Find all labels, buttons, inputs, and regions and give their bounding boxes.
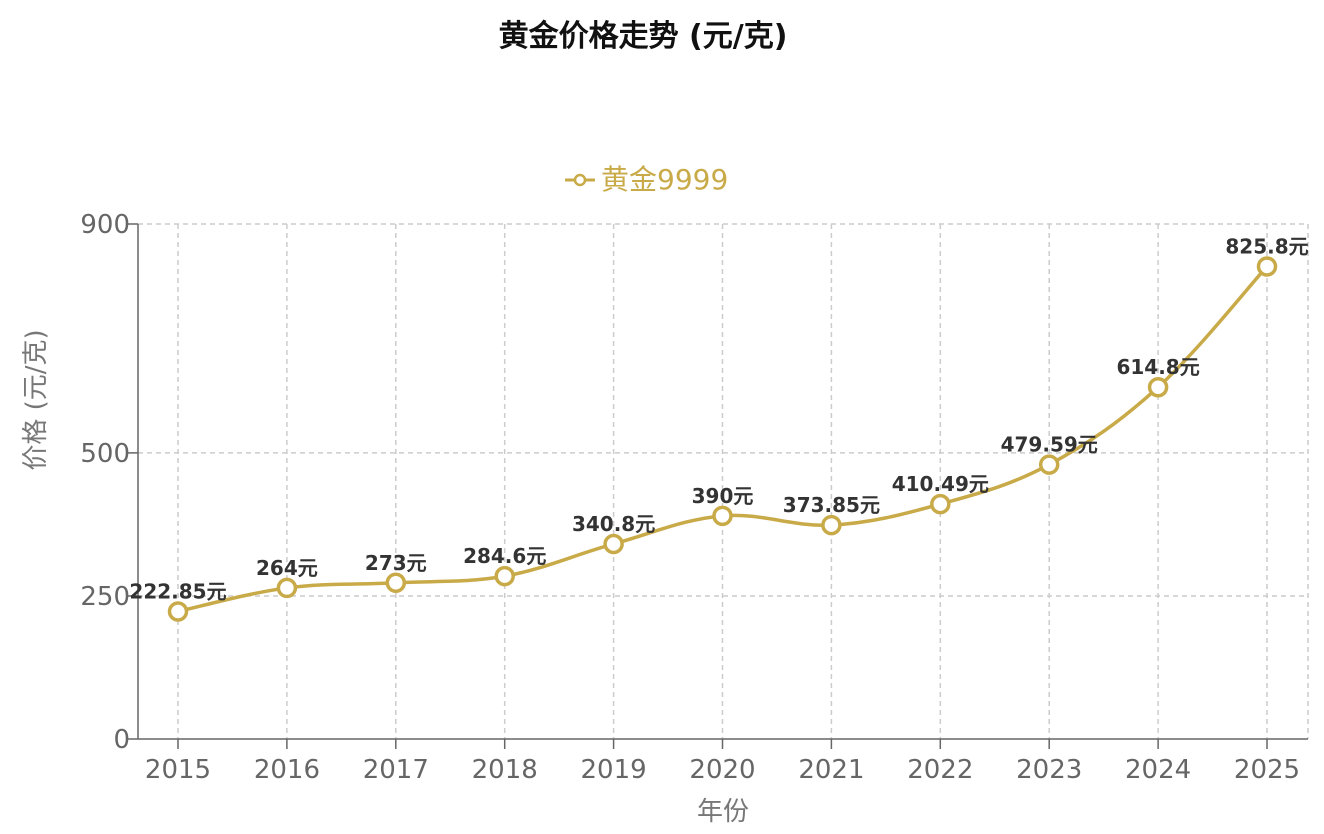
data-label: 222.85元 [129, 579, 226, 603]
data-label: 479.59元 [1001, 433, 1098, 457]
data-point [603, 533, 624, 555]
data-point [167, 601, 189, 622]
data-label: 273元 [365, 551, 427, 575]
data-point [385, 572, 407, 594]
y-tick-label: 0 [113, 725, 130, 755]
data-point [821, 514, 842, 536]
data-label: 390元 [692, 484, 754, 508]
data-label: 284.6元 [463, 544, 546, 568]
x-tick-label: 2019 [581, 755, 647, 785]
grid [138, 223, 1309, 739]
legend-marker-icon [573, 173, 587, 187]
chart-title: 黄金价格走势 (元/克) [499, 19, 788, 54]
series: 222.85元 264元 273元 284.6元 340.8元 390元 373.85元 41… [129, 234, 1309, 622]
x-tick-label: 2015 [145, 755, 211, 785]
data-point [494, 565, 515, 587]
x-tick-label: 2023 [1016, 755, 1082, 785]
x-tick-label: 2016 [254, 755, 320, 785]
x-tick-label: 2021 [798, 755, 864, 785]
data-label: 614.8元 [1116, 355, 1199, 379]
data-point [1038, 454, 1060, 475]
data-label: 264元 [256, 556, 318, 580]
data-label: 373.85元 [783, 493, 880, 517]
data-label: 825.8元 [1225, 234, 1308, 258]
data-point [1147, 376, 1169, 398]
x-tick-label: 2018 [472, 755, 538, 785]
x-tick-label: 2020 [689, 755, 755, 785]
x-axis-label: 年份 [697, 797, 749, 827]
legend[interactable]: 黄金9999 [565, 163, 728, 196]
x-tick-label: 2017 [363, 755, 429, 785]
legend-label: 黄金9999 [601, 163, 728, 196]
x-tick-label: 2025 [1234, 755, 1300, 785]
data-label: 410.49元 [892, 472, 989, 496]
axes: 0 250 500 900 2015 2016 2017 2018 2019 2020 2021 20… [80, 210, 1308, 785]
y-tick-label: 500 [80, 439, 130, 469]
data-point [1256, 256, 1278, 277]
y-tick-label: 900 [80, 210, 130, 240]
data-point [276, 577, 298, 599]
y-axis-label: 价格 (元/克) [21, 329, 51, 470]
data-label: 340.8元 [572, 512, 655, 536]
x-tick-label: 2022 [907, 755, 973, 785]
x-tick-label: 2024 [1125, 755, 1191, 785]
data-point [930, 493, 951, 515]
data-point [712, 505, 733, 527]
y-tick-label: 250 [80, 582, 130, 612]
